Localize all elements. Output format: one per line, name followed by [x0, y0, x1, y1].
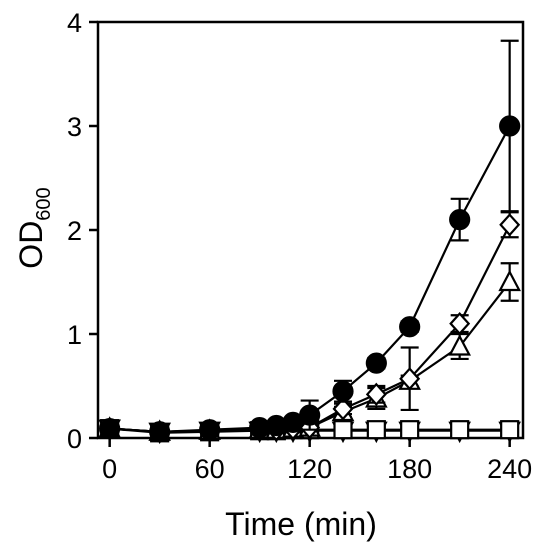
y-tick-label: 0	[67, 424, 82, 454]
point-open-diamond	[499, 213, 521, 237]
y-axis-ticks: 0 1 2 3 4	[67, 8, 98, 454]
y-tick-label: 4	[67, 8, 82, 38]
point-open-triangle-up	[498, 269, 521, 292]
point-filled-circle	[299, 404, 321, 426]
series-layer	[98, 39, 521, 445]
series-line	[109, 125, 511, 433]
y-axis-title-main: OD	[13, 221, 49, 269]
point-open-diamond	[449, 311, 471, 336]
point-open-square	[450, 420, 470, 440]
point-open-triangle-up	[448, 334, 471, 356]
point-filled-circle	[499, 115, 521, 137]
point-open-square	[333, 420, 353, 440]
y-tick-label: 3	[67, 112, 82, 142]
x-axis-ticks: 0 60 120 180 240	[102, 438, 532, 484]
point-filled-circle	[449, 209, 471, 231]
point-filled-circle	[332, 380, 354, 402]
x-tick-label: 240	[487, 454, 532, 484]
point-open-square	[500, 420, 520, 440]
x-tick-label: 60	[195, 454, 225, 484]
x-axis-title: Time (min)	[225, 506, 377, 542]
x-tick-label: 0	[102, 454, 117, 484]
series-filled-circle	[99, 39, 521, 443]
y-axis-title: OD600	[13, 187, 55, 268]
point-open-square	[366, 420, 386, 440]
point-filled-circle	[99, 418, 121, 440]
y-tick-label: 1	[67, 320, 82, 350]
point-filled-circle	[399, 316, 421, 338]
x-tick-label: 180	[387, 454, 432, 484]
y-axis-title-subscript: 600	[33, 187, 55, 220]
x-tick-label: 120	[287, 454, 332, 484]
point-filled-circle	[365, 352, 387, 374]
point-open-diamond	[365, 382, 387, 406]
y-tick-label: 2	[67, 216, 82, 246]
point-open-diamond	[332, 397, 354, 421]
point-filled-circle	[149, 421, 171, 443]
point-filled-circle	[199, 419, 221, 441]
point-open-square	[400, 420, 420, 440]
point-open-diamond	[399, 367, 421, 391]
